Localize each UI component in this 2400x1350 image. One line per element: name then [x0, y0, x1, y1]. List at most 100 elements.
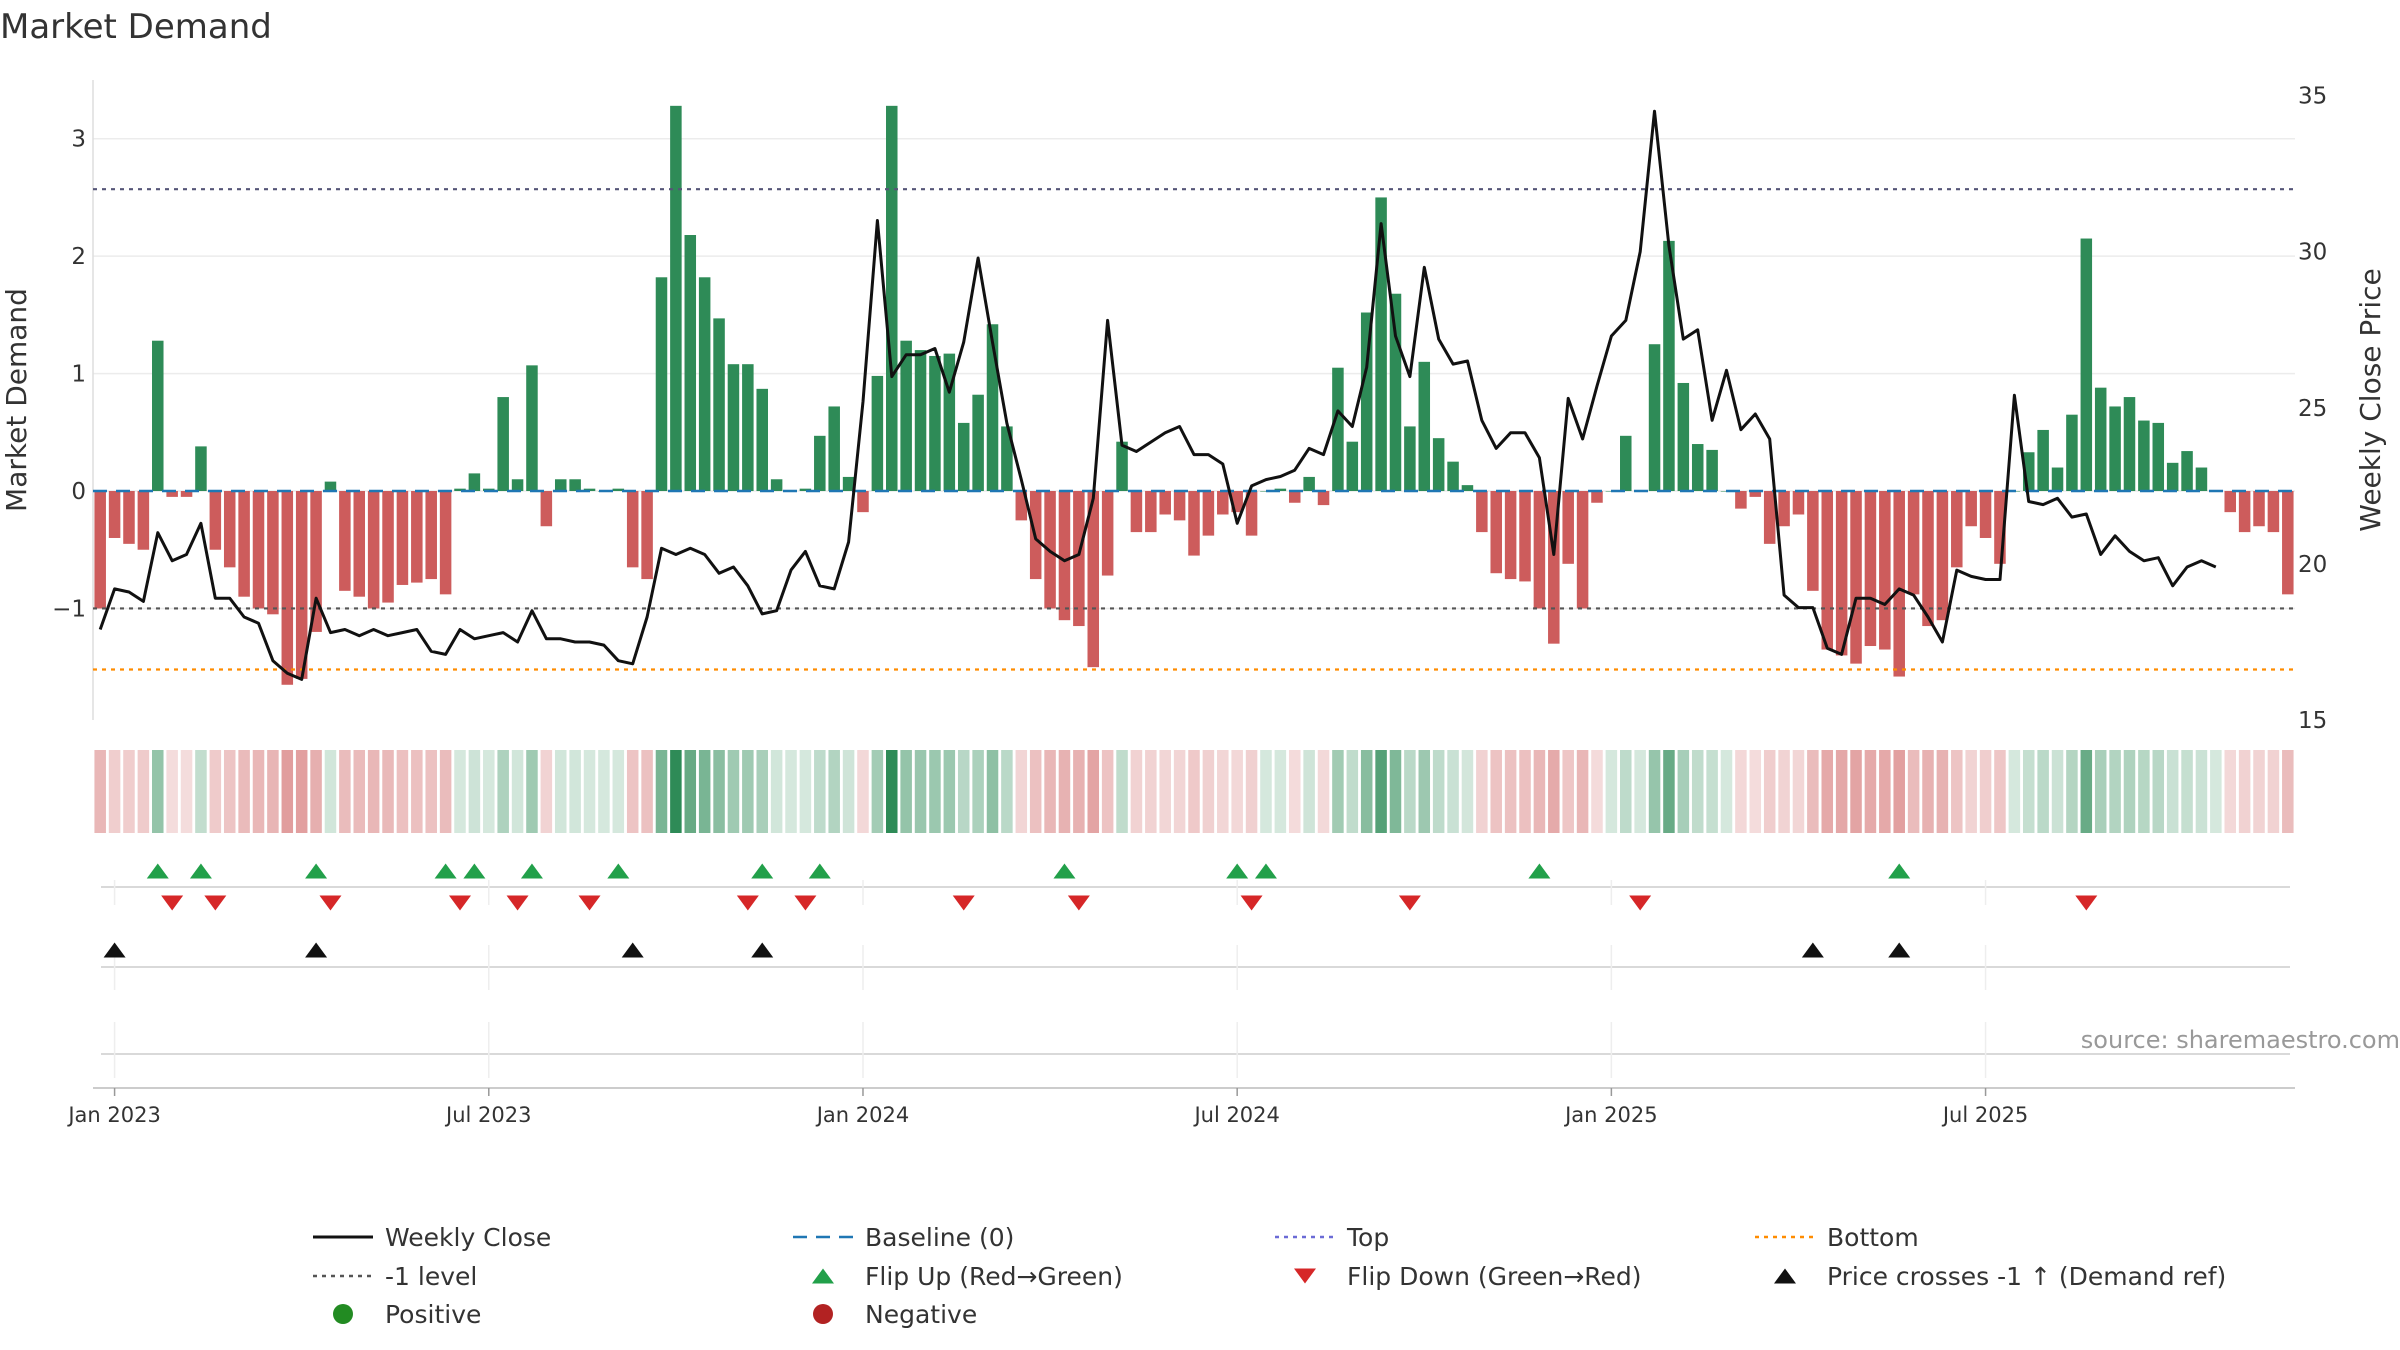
- x-tick-label: Jan 2024: [815, 1103, 910, 1127]
- demand-bar: [267, 491, 279, 615]
- strip-cell: [1015, 750, 1028, 833]
- demand-bar: [2282, 491, 2294, 595]
- strip-cell: [425, 750, 437, 833]
- demand-bar: [742, 364, 754, 492]
- strip-cell: [1562, 750, 1574, 833]
- demand-bar: [1965, 491, 1977, 527]
- demand-bar: [972, 394, 984, 492]
- demand-bar: [1447, 461, 1459, 492]
- strip-cell: [310, 750, 322, 833]
- demand-bar: [1907, 491, 1920, 595]
- demand-bar: [1620, 435, 1632, 492]
- flip-up-marker: [1226, 863, 1249, 879]
- demand-bar: [1332, 367, 1344, 492]
- strip-cell: [94, 750, 106, 833]
- strip-cell: [727, 750, 740, 833]
- strip-cell: [1346, 750, 1359, 833]
- strip-cell: [1504, 750, 1517, 833]
- flip-down-marker: [506, 895, 529, 911]
- demand-bar: [626, 491, 639, 568]
- demand-bar: [1533, 491, 1546, 609]
- price-cross-marker: [305, 942, 328, 958]
- demand-bar: [900, 340, 912, 492]
- demand-bar: [814, 435, 826, 492]
- strip-cell: [339, 750, 351, 833]
- y-left-tick-label: 2: [71, 244, 86, 270]
- demand-bar: [1691, 444, 1704, 492]
- strip-cell: [1173, 750, 1186, 833]
- strip-cell: [223, 750, 236, 833]
- strip-cell: [713, 750, 725, 833]
- demand-bar: [2022, 452, 2035, 492]
- strip-cell: [439, 750, 452, 833]
- demand-bar: [195, 446, 207, 492]
- demand-bar: [1217, 491, 1229, 515]
- demand-bar: [2037, 429, 2049, 492]
- x-tick-label: Jul 2025: [1941, 1103, 2028, 1127]
- strip-cell: [353, 750, 366, 833]
- demand-bar: [1706, 449, 1718, 492]
- flip-up-marker: [463, 863, 486, 879]
- demand-bar: [1936, 491, 1949, 621]
- strip-cell: [641, 750, 653, 833]
- source-note: source: sharemaestro.com: [2081, 1026, 2400, 1054]
- demand-bar: [1648, 344, 1661, 492]
- legend-marker-triangle-down: [1294, 1268, 1316, 1284]
- strip-cell: [698, 750, 711, 833]
- strip-cell: [1778, 750, 1790, 833]
- flip-up-marker: [189, 863, 212, 879]
- demand-bar: [1159, 491, 1171, 515]
- demand-bar: [454, 488, 466, 492]
- legend-label: Flip Down (Green→Red): [1347, 1262, 1642, 1291]
- strip-cell: [382, 750, 394, 833]
- demand-bar: [281, 491, 294, 685]
- flip-down-marker: [1629, 895, 1652, 911]
- strip-cell: [626, 750, 639, 833]
- demand-bar: [1202, 491, 1215, 536]
- strip-cell: [2138, 750, 2150, 833]
- flip-down-marker: [319, 895, 342, 911]
- demand-bar: [684, 235, 697, 492]
- strip-cell: [267, 750, 279, 833]
- demand-bar: [1274, 488, 1287, 492]
- strip-cell: [468, 750, 481, 833]
- flip-up-marker: [751, 863, 774, 879]
- grid-layer: [92, 80, 2295, 1089]
- legend-label: Negative: [865, 1300, 977, 1329]
- demand-bar: [1389, 293, 1402, 492]
- demand-bar: [1879, 491, 1891, 650]
- strip-cell: [1533, 750, 1546, 833]
- strip-cell: [2166, 750, 2179, 833]
- price-cross-marker: [1888, 942, 1911, 958]
- strip-cell: [2080, 750, 2093, 833]
- strip-cell: [900, 750, 912, 833]
- flip-down-marker: [736, 895, 759, 911]
- demand-bar: [1245, 491, 1258, 536]
- strip-cell: [1591, 750, 1603, 833]
- demand-bar: [1548, 491, 1560, 644]
- strip-cell: [857, 750, 869, 833]
- demand-bar: [396, 491, 409, 585]
- demand-bar: [1432, 438, 1445, 492]
- demand-bar: [655, 277, 668, 492]
- strip-cell: [209, 750, 222, 833]
- demand-bar: [2066, 414, 2078, 492]
- demand-bar: [1404, 426, 1416, 492]
- strip-cell: [972, 750, 984, 833]
- legend-label: Top: [1346, 1223, 1389, 1252]
- demand-bar: [1346, 441, 1359, 492]
- strip-cell: [166, 750, 178, 833]
- strip-cell: [1620, 750, 1632, 833]
- strip-cell: [1332, 750, 1344, 833]
- strip-cell: [1519, 750, 1531, 833]
- strip-cell: [483, 750, 495, 833]
- strip-cell: [785, 750, 797, 833]
- strip-cell: [2238, 750, 2251, 833]
- legend-label: Bottom: [1827, 1223, 1919, 1252]
- demand-bar: [2109, 406, 2121, 492]
- demand-bar: [2138, 420, 2150, 492]
- strip-cell: [1087, 750, 1100, 833]
- price-cross-marker: [621, 942, 644, 958]
- demand-bar: [2224, 491, 2236, 513]
- y-right-tick-label: 15: [2298, 708, 2327, 734]
